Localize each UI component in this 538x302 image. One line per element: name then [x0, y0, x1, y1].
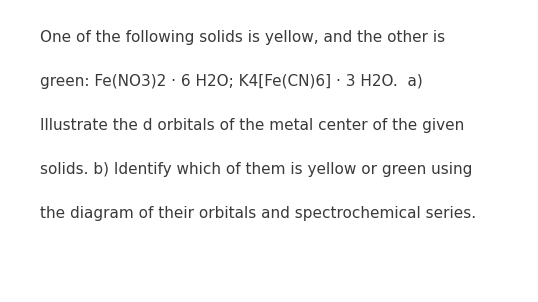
- Text: solids. b) Identify which of them is yellow or green using: solids. b) Identify which of them is yel…: [40, 162, 472, 177]
- Text: Illustrate the d orbitals of the metal center of the given: Illustrate the d orbitals of the metal c…: [40, 118, 464, 133]
- Text: green: Fe(NO3)2 · 6 H2O; K4[Fe(CN)6] · 3 H2O.  a): green: Fe(NO3)2 · 6 H2O; K4[Fe(CN)6] · 3…: [40, 74, 423, 89]
- Text: One of the following solids is yellow, and the other is: One of the following solids is yellow, a…: [40, 30, 445, 45]
- Text: the diagram of their orbitals and spectrochemical series.: the diagram of their orbitals and spectr…: [40, 206, 476, 221]
